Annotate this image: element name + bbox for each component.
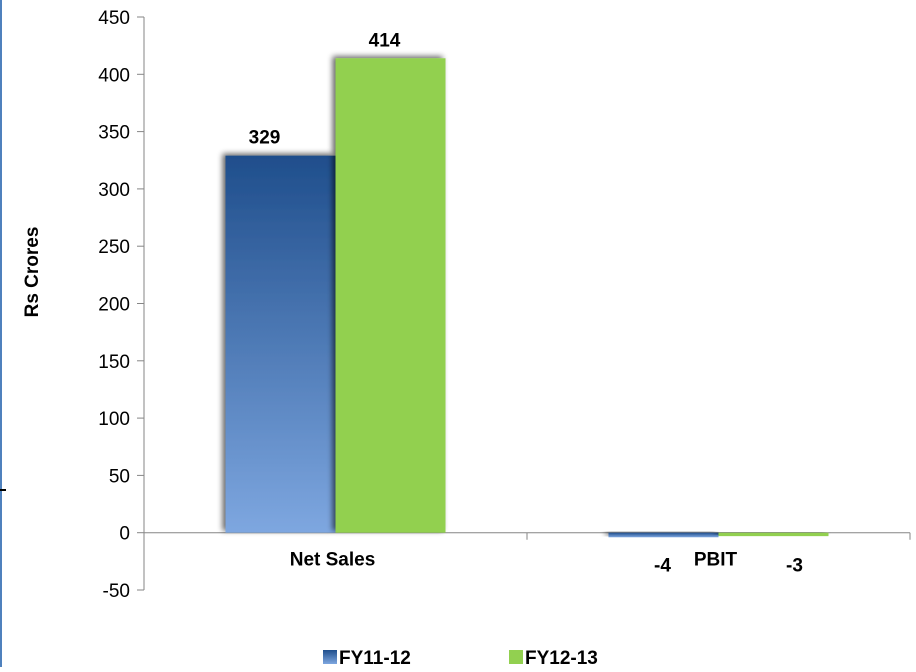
y-tick-label: 300 (98, 180, 130, 201)
bar-fy12-13-net-sales (335, 58, 446, 533)
bars-group (225, 58, 829, 538)
y-axis-title: Rs Crores (22, 227, 43, 318)
legend-swatch-fy11-12 (323, 650, 337, 664)
data-label: -3 (786, 556, 803, 577)
y-tick-label: 150 (98, 352, 130, 373)
left-edge-tick (0, 489, 6, 491)
y-tick-label: 350 (98, 123, 130, 144)
legend: FY11-12 FY12-13 (323, 648, 598, 669)
axes-group: -50 0 50 100 150 200 250 300 350 400 450 (98, 8, 911, 602)
y-tick-label: 400 (98, 65, 130, 86)
labels-group: 329 414 Net Sales -4 -3 PBIT (249, 30, 803, 576)
y-tick-label: 0 (119, 524, 130, 545)
y-tick-label: 200 (98, 295, 130, 316)
bar-fy12-13-pbit (718, 532, 829, 537)
y-tick-label: 50 (109, 466, 130, 487)
legend-label-fy11-12: FY11-12 (339, 648, 411, 667)
data-label: -4 (654, 556, 671, 577)
legend-swatch-fy12-13 (509, 650, 523, 664)
bar-fy11-12-net-sales (225, 155, 336, 533)
y-tick-label: -50 (103, 581, 130, 602)
y-tick-label: 250 (98, 237, 130, 258)
y-tick-label: 100 (98, 409, 130, 430)
legend-label-fy12-13: FY12-13 (525, 648, 598, 667)
x-category-label: PBIT (694, 550, 738, 571)
y-tick-label: 450 (98, 8, 130, 29)
data-label: 329 (249, 128, 281, 149)
data-label: 414 (369, 30, 401, 51)
left-edge-line (0, 0, 2, 667)
bar-fy11-12-pbit (608, 532, 719, 538)
x-category-label: Net Sales (290, 550, 376, 571)
